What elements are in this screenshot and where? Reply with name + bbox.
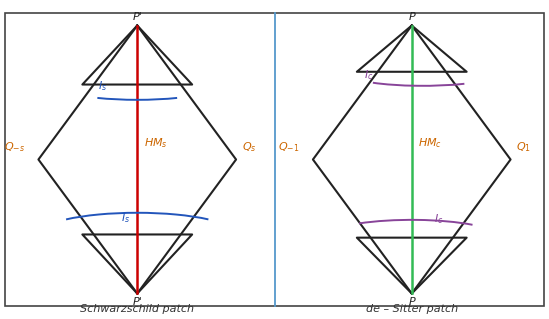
Text: $HM_s$: $HM_s$ bbox=[144, 137, 167, 151]
Text: $Q_s$: $Q_s$ bbox=[242, 140, 256, 154]
Text: Schwarzschild patch: Schwarzschild patch bbox=[80, 304, 194, 314]
Text: $I_s$: $I_s$ bbox=[98, 79, 107, 93]
Text: P: P bbox=[408, 297, 415, 307]
Text: P: P bbox=[408, 12, 415, 22]
Text: P': P' bbox=[132, 297, 142, 307]
Text: $Q_{-1}$: $Q_{-1}$ bbox=[278, 140, 299, 154]
Text: P': P' bbox=[132, 12, 142, 22]
Text: $I_s$: $I_s$ bbox=[121, 211, 130, 225]
Text: $I_c$: $I_c$ bbox=[364, 68, 373, 82]
Text: de – Sitter patch: de – Sitter patch bbox=[366, 304, 458, 314]
Text: $I_c$: $I_c$ bbox=[434, 213, 443, 226]
Text: $Q_1$: $Q_1$ bbox=[516, 140, 531, 154]
Text: $Q_{-s}$: $Q_{-s}$ bbox=[3, 140, 25, 154]
Text: $HM_c$: $HM_c$ bbox=[418, 137, 442, 151]
